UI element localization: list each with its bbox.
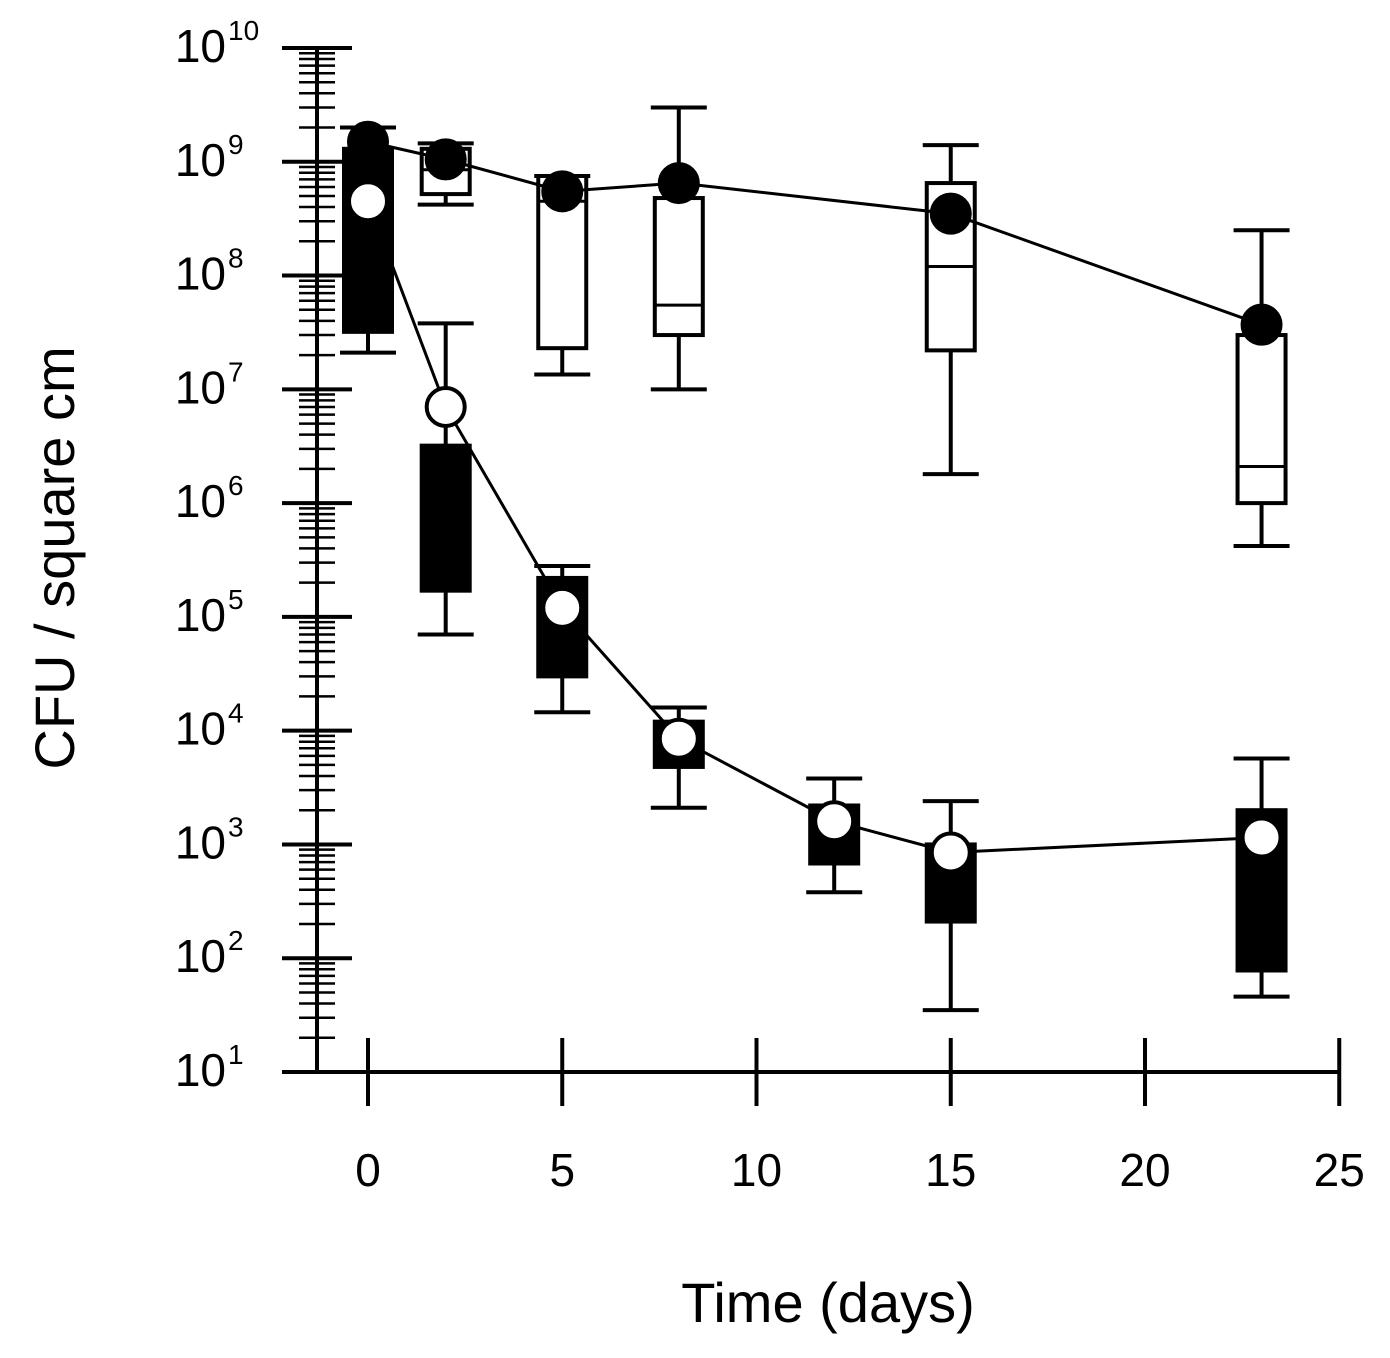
x-tick-label: 5 — [549, 1144, 575, 1196]
filled-circle-series-marker — [424, 138, 467, 181]
y-tick-label: 10 — [175, 816, 226, 868]
y-tick-label: 10 — [175, 930, 226, 982]
box — [1235, 333, 1288, 506]
x-axis-title: Time (days) — [681, 1271, 975, 1334]
x-tick-label: 25 — [1314, 1144, 1365, 1196]
open-circle-series-marker — [813, 800, 856, 843]
y-tick-label: 10 — [175, 1044, 226, 1096]
open-circle-series-line — [366, 200, 1262, 854]
box — [342, 146, 394, 334]
filled-circle-series-marker — [347, 120, 389, 163]
y-axis-title: CFU / square cm — [23, 346, 86, 769]
y-tick-exponent: 8 — [228, 243, 244, 274]
y-tick-exponent: 3 — [228, 811, 244, 842]
series-lines — [366, 140, 1263, 854]
filled-circle-series-marker — [1240, 303, 1283, 346]
y-tick-label: 10 — [175, 475, 226, 527]
filled-circle-series-marker — [929, 192, 972, 235]
y-tick-exponent: 4 — [228, 698, 244, 729]
y-tick-exponent: 6 — [228, 470, 244, 501]
y-tick-label: 10 — [175, 703, 226, 755]
y-tick-exponent: 5 — [228, 584, 244, 615]
y-tick-label: 10 — [175, 361, 226, 413]
y-tick-exponent: 9 — [228, 129, 244, 160]
y-tick-exponent: 10 — [228, 15, 259, 46]
open-circle-series-marker — [424, 385, 467, 428]
y-tick-label: 10 — [175, 20, 226, 72]
y-tick-exponent: 1 — [228, 1039, 244, 1070]
open-circle-series-marker — [541, 586, 584, 629]
y-tick-label: 10 — [175, 248, 226, 300]
open-circle-series-marker — [929, 831, 972, 874]
y-tick-label: 10 — [175, 134, 226, 186]
series-markers — [347, 120, 1283, 874]
x-tick-label: 10 — [731, 1144, 782, 1196]
x-tick-label: 0 — [355, 1144, 381, 1196]
filled-circle-series-marker — [657, 162, 700, 205]
y-tick-exponent: 2 — [228, 925, 244, 956]
y-tick-label: 10 — [175, 589, 226, 641]
box — [652, 196, 705, 338]
filled-circle-series-marker — [541, 170, 584, 213]
box-plots — [340, 105, 1290, 1013]
y-tick-exponent: 7 — [228, 356, 244, 387]
axes — [282, 46, 1342, 1106]
open-circle-series-marker — [347, 180, 389, 223]
x-tick-label: 15 — [925, 1144, 976, 1196]
box — [419, 443, 472, 593]
filled-circle-series-line — [367, 140, 1263, 327]
open-circle-series-marker — [1240, 816, 1283, 859]
open-circle-series-marker — [657, 717, 700, 760]
x-tick-label: 20 — [1119, 1144, 1170, 1196]
